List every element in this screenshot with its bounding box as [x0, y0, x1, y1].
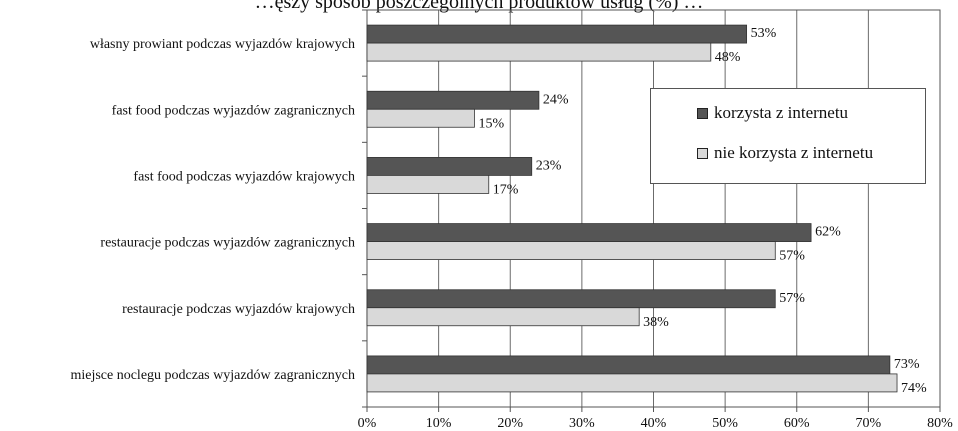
bar-s0-3 [366, 223, 812, 242]
value-label-s1-5: 74% [901, 381, 927, 396]
x-tick-label-10: 10% [426, 416, 452, 431]
value-label-s0-4: 57% [779, 291, 805, 306]
bar-s0-0 [366, 24, 748, 44]
x-tick-label-0: 0% [358, 416, 377, 431]
bar-s0-5 [366, 355, 891, 375]
value-label-s0-3: 62% [815, 225, 841, 240]
value-label-s0-5: 73% [894, 357, 920, 372]
value-label-s0-1: 24% [543, 92, 569, 107]
value-label-s1-3: 57% [779, 249, 805, 264]
value-label-s1-0: 48% [715, 50, 741, 65]
x-tick-label-20: 20% [497, 416, 523, 431]
value-label-s0-2: 23% [536, 158, 562, 173]
bar-s1-2 [366, 175, 490, 194]
legend-label-nie-korzysta: nie korzysta z internetu [714, 143, 874, 162]
value-label-s1-1: 15% [478, 116, 504, 131]
x-tick-label-70: 70% [856, 416, 882, 431]
x-tick-label-60: 60% [784, 416, 810, 431]
bar-s1-5 [366, 373, 898, 393]
category-label-4: restauracje podczas wyjazdów krajowych [122, 302, 355, 317]
x-tick-label-30: 30% [569, 416, 595, 431]
bar-s0-1 [366, 90, 540, 110]
category-label-1: fast food podczas wyjazdów zagranicznych [112, 103, 355, 118]
value-label-s1-2: 17% [493, 182, 519, 197]
bar-s1-4 [366, 307, 640, 327]
x-tick-label-40: 40% [641, 416, 667, 431]
legend: korzysta z internetu nie korzysta z inte… [650, 88, 926, 184]
legend-label-korzysta: korzysta z internetu [714, 103, 849, 122]
category-label-2: fast food podczas wyjazdów krajowych [133, 169, 355, 184]
x-tick-label-80: 80% [927, 416, 953, 431]
legend-swatch-nie-korzysta [697, 147, 708, 159]
value-label-s1-4: 38% [643, 315, 669, 330]
legend-entry-nie-korzysta: nie korzysta z internetu [697, 143, 873, 163]
bar-s1-1 [366, 108, 475, 128]
legend-swatch-korzysta [697, 107, 708, 119]
bar-s0-2 [366, 157, 533, 176]
value-label-s0-0: 53% [751, 26, 777, 41]
x-tick-label-50: 50% [712, 416, 738, 431]
bar-s0-4 [366, 289, 776, 309]
bar-s1-0 [366, 42, 712, 62]
legend-entry-korzysta: korzysta z internetu [697, 103, 848, 123]
bar-s1-3 [366, 241, 776, 260]
chart-title: …ęszy sposób poszczególnych produktów us… [255, 0, 704, 13]
category-label-0: własny prowiant podczas wyjazdów krajowy… [90, 37, 355, 52]
category-label-3: restauracje podczas wyjazdów zagraniczny… [100, 236, 355, 251]
category-label-5: miejsce noclegu podczas wyjazdów zagrani… [70, 368, 355, 383]
